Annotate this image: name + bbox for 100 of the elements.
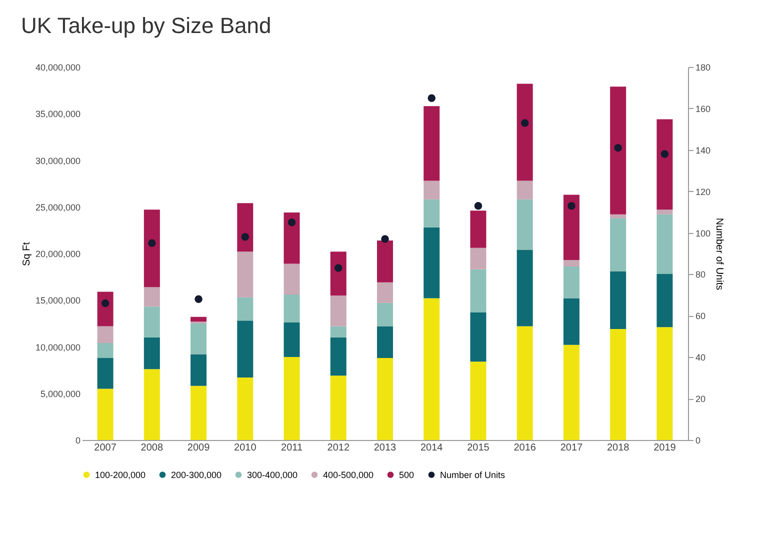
y-tick-label: 20,000,000 [35,249,80,259]
bar [563,260,580,267]
point [148,239,156,248]
y2-tick-label: 20 [696,394,706,404]
point [568,202,576,210]
x-tick-label: 2014 [420,442,444,454]
point [428,94,436,102]
x-tick-label: 2011 [281,442,303,454]
legend-label: 500 [399,470,414,480]
bar [237,297,254,321]
bar [470,269,486,312]
bar [656,274,673,328]
x-tick-label: 2008 [140,442,164,454]
bar [377,240,393,282]
point [381,235,389,243]
bar [516,180,533,200]
bar [424,180,440,200]
bar [516,84,533,181]
bar [656,327,673,440]
x-tick-label: 2012 [327,442,350,454]
bar [656,119,673,210]
bar [563,194,580,260]
bar [516,250,533,326]
bar [610,218,626,272]
y-axis-title: Sq Ft [21,242,32,266]
bar [190,386,207,440]
point [334,264,342,272]
bar [284,264,300,295]
legend-label: 400-500,000 [323,470,374,480]
legend-label: 300-400,000 [247,470,298,480]
point [241,233,250,241]
bar [97,326,114,344]
bar [424,298,440,440]
y2-tick-label: 60 [696,311,706,322]
bar [190,354,207,386]
bar [656,214,673,274]
bar [610,329,626,440]
bar [377,326,393,358]
y2-tick-label: 140 [696,145,711,156]
x-tick-label: 2019 [654,442,676,454]
bar [97,388,114,440]
bar [237,203,254,252]
bar [377,302,393,326]
bar [237,252,254,298]
y-tick-label: 15,000,000 [35,296,80,306]
y2-tick-label: 80 [696,270,706,280]
bar [377,358,393,440]
x-tick-label: 2009 [187,442,210,454]
bar [610,214,626,218]
y2-tick-label: 0 [696,436,701,446]
y2-tick-label: 180 [696,62,711,72]
legend-label: 200-300,000 [171,470,222,480]
y2-tick-label: 100 [696,228,711,238]
bar [237,320,254,378]
y-tick-label: 0 [75,436,80,446]
bar [97,343,114,358]
bar [516,199,533,250]
bar [424,227,440,298]
bar [377,282,393,303]
bar [330,326,346,338]
bar [97,292,114,326]
bar [424,106,440,181]
point [660,150,669,158]
x-tick-label: 2007 [94,442,117,454]
x-tick-label: 2017 [560,442,584,454]
bar [656,210,673,214]
y2-tick-label: 120 [696,186,711,197]
y2-tick-label: 160 [696,104,711,114]
y-tick-label: 5,000,000 [40,388,80,399]
y-tick-label: 35,000,000 [35,109,80,120]
x-tick-label: 2015 [467,442,490,454]
bar [330,376,346,440]
point [520,119,529,127]
bar [97,358,114,389]
point [101,299,110,308]
bar [470,362,486,440]
x-tick-label: 2010 [234,442,257,454]
bar [330,337,346,376]
bar [284,212,300,264]
bar [516,326,533,440]
point [288,218,296,226]
bar [284,294,300,323]
point [194,295,202,303]
bar [190,316,207,322]
chart-title: UK Take-up by Size Band [20,13,272,38]
bar [610,271,626,330]
bar [284,322,300,358]
x-tick-label: 2013 [374,442,397,454]
x-tick-label: 2018 [606,442,630,454]
bar [144,287,160,307]
bar [610,86,626,214]
point [614,144,622,152]
y-tick-label: 30,000,000 [35,156,80,166]
x-tick-label: 2016 [514,442,536,454]
point [474,202,482,210]
bar [563,266,580,298]
y-tick-label: 25,000,000 [35,202,80,212]
bar [144,306,160,338]
bar [190,323,207,354]
bar [144,210,160,288]
